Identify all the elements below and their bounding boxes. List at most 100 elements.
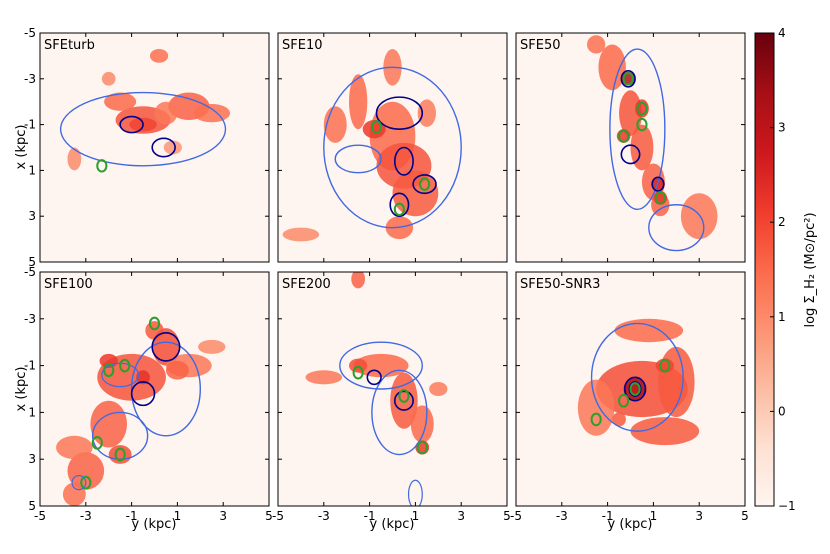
panel-frame (515, 32, 746, 263)
density-blob (154, 101, 178, 125)
y-axis-label-bottom: x (kpc) (14, 367, 29, 412)
peak-contour (629, 382, 641, 396)
y-tick-label: -1 (24, 118, 36, 132)
y-tick-label: -1 (24, 359, 36, 373)
density-contour (71, 474, 87, 491)
x-tick-label: -5 (272, 509, 284, 523)
panel-title: SFE50-SNR3 (520, 277, 600, 292)
panel-title: SFE50 (520, 38, 561, 53)
y-tick-label: 3 (28, 209, 36, 223)
x-tick-label: 3 (695, 509, 703, 523)
density-blob (104, 92, 137, 111)
density-contour (151, 332, 181, 362)
x-axis-label-right: y (kpc) (608, 517, 653, 532)
panel-title: SFEturb (44, 38, 95, 53)
density-contour (130, 341, 202, 437)
x-tick-label: 1 (174, 509, 182, 523)
peak-contour (393, 202, 405, 217)
panel-frame (277, 32, 508, 263)
peak-contour (418, 177, 431, 191)
peak-contour (654, 191, 666, 205)
density-blob (586, 35, 606, 54)
density-blob (680, 193, 718, 240)
colorbar-tick-label: 4 (778, 26, 786, 40)
density-contour (339, 341, 423, 390)
panel-frame (39, 271, 270, 507)
x-tick-label: -5 (34, 509, 46, 523)
peak-contour (636, 101, 648, 116)
density-contour (130, 381, 156, 407)
x-tick-label: -3 (318, 509, 330, 523)
density-contour (371, 369, 428, 456)
colorbar: −1 0 1 2 3 4 log Σ_H₂ (M⊙/pc²) (754, 26, 818, 513)
x-tick-label: 1 (412, 509, 420, 523)
density-blob (410, 405, 434, 443)
y-axis-label-top: x (kpc) (14, 125, 29, 170)
density-contour (412, 174, 437, 195)
density-blob (598, 44, 626, 91)
heatmap-layer (59, 49, 231, 173)
peak-contour (618, 393, 630, 408)
heatmap-layer (586, 35, 718, 252)
density-blob (392, 170, 439, 217)
y-tick-label: 1 (28, 405, 36, 419)
density-blob (348, 358, 368, 373)
density-blob (623, 377, 647, 401)
peak-contour (91, 435, 103, 450)
y-tick-label: -5 (24, 265, 36, 279)
colorbar-tick-label: 1 (778, 310, 786, 324)
density-contour (620, 144, 641, 165)
density-contour (590, 322, 684, 432)
y-tick-label: 3 (28, 452, 36, 466)
density-blob (351, 272, 366, 289)
density-blob (630, 417, 700, 446)
x-axis-label-middle: y (kpc) (370, 517, 415, 532)
density-contour (648, 204, 705, 252)
density-contour (91, 411, 149, 460)
density-blob (348, 74, 368, 130)
peak-contour (114, 447, 126, 462)
x-tick-label: 1 (650, 509, 658, 523)
panel-title: SFE100 (44, 277, 93, 292)
x-tick-label: 5 (265, 509, 273, 523)
density-blob (323, 106, 347, 143)
panel-sfe50-snr3: SFE50-SNR3 (515, 271, 746, 507)
density-contour (323, 66, 462, 229)
density-contour (119, 115, 144, 134)
colorbar-label: log Σ_H₂ (M⊙/pc²) (803, 212, 818, 327)
density-blob (145, 321, 164, 340)
density-blob (630, 124, 654, 171)
peak-contour (80, 475, 92, 490)
peak-contour (618, 129, 630, 143)
panel-background (40, 33, 269, 262)
density-blob (149, 49, 169, 63)
heatmap-layer (56, 316, 226, 506)
density-blob (62, 482, 86, 506)
panel-title: SFE10 (282, 38, 323, 53)
peak-contour (370, 120, 383, 134)
panel-sfe50: SFE50 (515, 32, 746, 263)
peak-contour (148, 316, 161, 331)
y-tick-label: 1 (28, 163, 36, 177)
x-tick-label: 3 (219, 509, 227, 523)
x-tick-label: 3 (457, 509, 465, 523)
colorbar-tick-label: −1 (778, 499, 796, 513)
panel-frame (39, 32, 270, 263)
peak-contour (352, 365, 364, 380)
panel-frame (277, 271, 508, 507)
peak-contour (416, 440, 428, 455)
x-axis-label-left: y (kpc) (132, 517, 177, 532)
density-blob (612, 412, 626, 427)
x-tick-label: -3 (556, 509, 568, 523)
peak-contour (103, 363, 115, 378)
peak-contour (636, 117, 648, 132)
density-contour (393, 390, 414, 411)
panel-frame (515, 271, 746, 507)
density-contour (366, 369, 382, 386)
density-blob (198, 339, 226, 354)
x-tick-label: -1 (364, 509, 376, 523)
colorbar-tick-label: 0 (778, 404, 786, 418)
peak-contour (96, 159, 108, 173)
